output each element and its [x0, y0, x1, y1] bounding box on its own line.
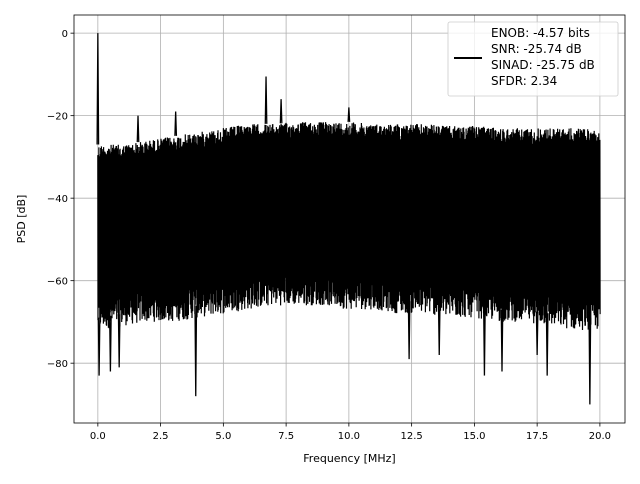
- x-tick-label: 2.5: [153, 431, 169, 442]
- legend-enob: ENOB: -4.57 bits: [491, 26, 590, 40]
- psd-dip: [97, 317, 101, 376]
- x-tick-label: 20.0: [589, 431, 611, 442]
- x-axis: 0.0 2.5 5.0 7.5 10.0 12.5 15.0 17.5 20.0: [90, 423, 611, 442]
- legend: ENOB: -4.57 bits SNR: -25.74 dB SINAD: -…: [447, 21, 619, 97]
- x-tick-label: 0.0: [90, 431, 106, 442]
- psd-peak: [174, 111, 178, 136]
- y-tick-label: 0: [62, 29, 68, 40]
- psd-dip: [437, 303, 441, 355]
- y-axis: 0 −20 −40 −60 −80: [47, 29, 74, 370]
- psd-peak: [96, 33, 100, 145]
- psd-trace: [97, 122, 601, 331]
- x-tick-label: 10.0: [338, 431, 360, 442]
- psd-dip: [108, 315, 112, 372]
- y-tick-label: −60: [47, 277, 68, 288]
- psd-series: [96, 33, 601, 405]
- legend-sfdr: SFDR: 2.34: [491, 74, 557, 88]
- psd-dip: [117, 314, 121, 368]
- legend-snr: SNR: -25.74 dB: [491, 42, 582, 56]
- psd-dip: [483, 307, 486, 376]
- x-tick-label: 5.0: [215, 431, 231, 442]
- y-tick-label: −80: [47, 359, 68, 370]
- psd-dip: [194, 305, 198, 397]
- psd-dip: [545, 313, 549, 376]
- psd-peak: [279, 99, 283, 124]
- psd-peak: [136, 115, 140, 143]
- axes-frame: [73, 14, 626, 424]
- x-tick-label: 17.5: [526, 431, 548, 442]
- psd-peak: [347, 107, 351, 122]
- y-tick-label: −40: [47, 194, 68, 205]
- legend-sinad: SINAD: -25.75 dB: [491, 58, 595, 72]
- psd-dip: [500, 309, 504, 372]
- legend-box: [447, 21, 619, 97]
- psd-dip: [407, 301, 411, 360]
- x-axis-label: Frequency [MHz]: [303, 452, 395, 465]
- x-tick-label: 7.5: [278, 431, 294, 442]
- psd-dip: [535, 311, 539, 355]
- y-axis-label: PSD [dB]: [15, 195, 28, 244]
- y-tick-label: −20: [47, 112, 68, 123]
- x-tick-label: 15.0: [463, 431, 485, 442]
- x-tick-label: 12.5: [400, 431, 422, 442]
- psd-peak: [264, 76, 268, 124]
- psd-dip: [588, 317, 592, 405]
